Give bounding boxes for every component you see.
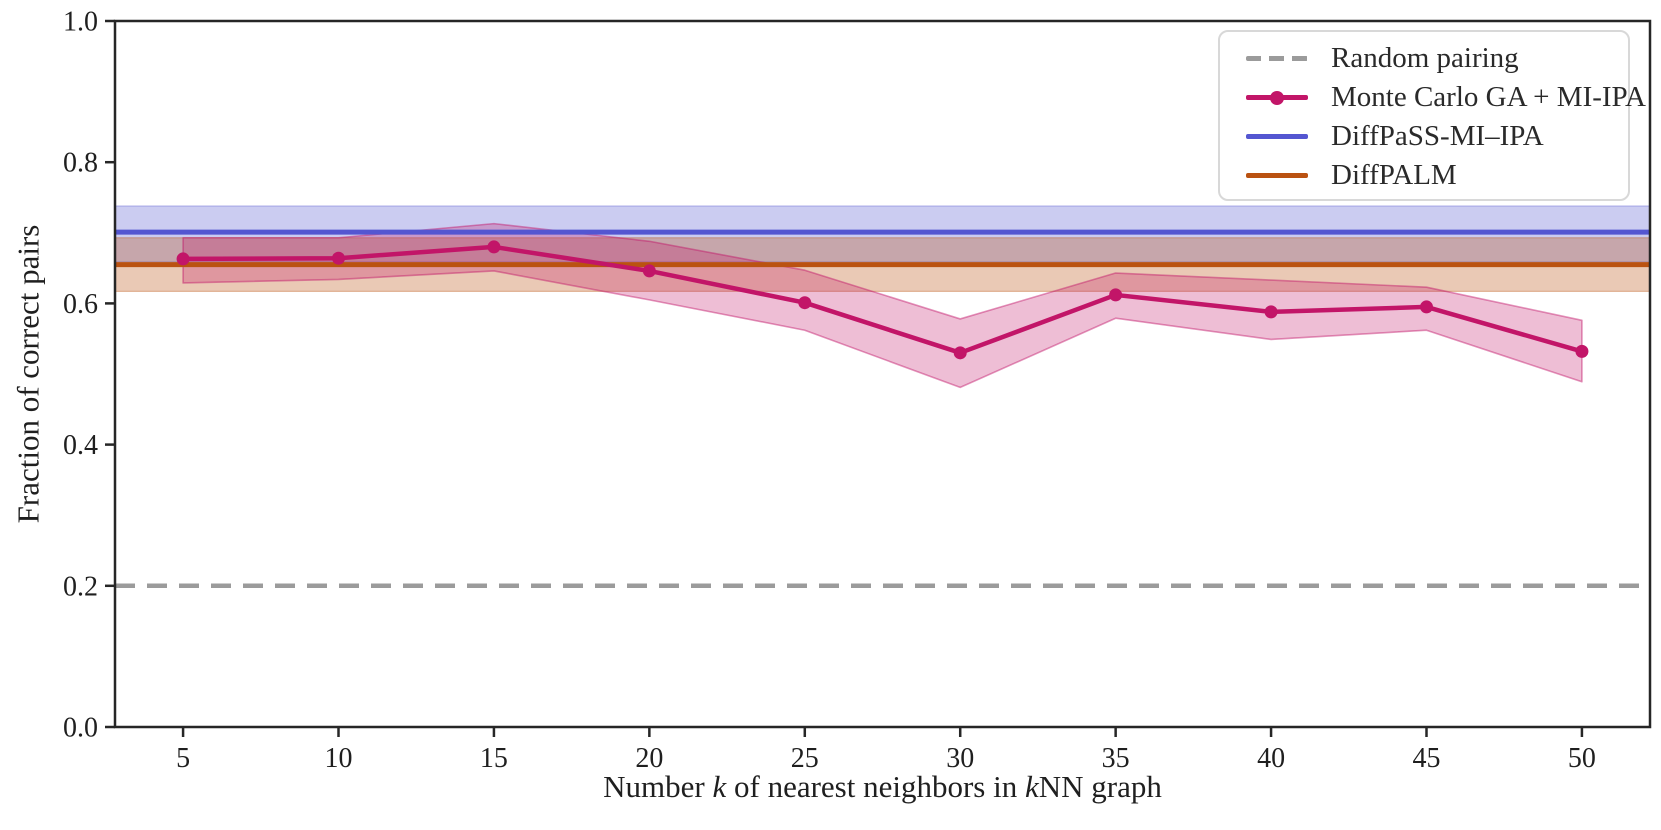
legend-label: Monte Carlo GA + MI-IPA xyxy=(1331,81,1646,113)
monte-carlo-ga-mi-ipa-point xyxy=(332,251,346,265)
legend: Random pairing Monte Carlo GA + MI-IPA D… xyxy=(1218,30,1646,201)
legend-entry-monte-carlo: Monte Carlo GA + MI-IPA xyxy=(1220,78,1646,117)
x-tick-label: 30 xyxy=(946,743,974,774)
x-tick-label: 25 xyxy=(791,743,819,774)
axes-spines xyxy=(113,19,1652,729)
monte-carlo-ga-mi-ipa-line xyxy=(180,244,1585,356)
line-sample xyxy=(1246,134,1308,139)
x-axis-title-text: NN graph xyxy=(1038,769,1162,804)
monte-carlo-ga-mi-ipa-point xyxy=(1575,344,1589,358)
x-tick-label: 45 xyxy=(1412,743,1440,774)
monte-carlo-ga-mi-ipa-point xyxy=(1419,300,1433,314)
monte-carlo-ga-mi-ipa-point xyxy=(176,252,190,266)
x-axis-title-italic-k: k xyxy=(712,769,727,804)
legend-entry-random-pairing: Random pairing xyxy=(1220,39,1628,78)
y-tick-label: 0.8 xyxy=(63,148,98,179)
x-axis-title-text: of nearest neighbors in xyxy=(726,769,1025,804)
x-axis-title: Number k of nearest neighbors in kNN gra… xyxy=(115,769,1650,805)
monte-carlo-ga-mi-ipa-point xyxy=(798,296,812,310)
monte-carlo-ga-mi-ipa-point xyxy=(953,346,967,360)
x-axis-title-text: Number xyxy=(603,769,713,804)
monte-carlo-ga-mi-ipa-point xyxy=(1264,305,1278,319)
x-tick-label: 50 xyxy=(1568,743,1596,774)
legend-label: DiffPALM xyxy=(1331,159,1457,191)
x-tick-label: 15 xyxy=(480,743,508,774)
y-tick-label: 0.4 xyxy=(63,430,98,461)
legend-label: DiffPaSS-MI–IPA xyxy=(1331,120,1544,152)
y-tick-label: 1.0 xyxy=(63,7,98,38)
legend-entry-diffpass: DiffPaSS-MI–IPA xyxy=(1220,117,1628,156)
y-tick-label: 0.0 xyxy=(63,713,98,744)
y-tick-label: 0.6 xyxy=(63,289,98,320)
x-axis-title-italic-k: k xyxy=(1024,769,1039,804)
x-tick-label: 35 xyxy=(1102,743,1130,774)
legend-marker-dot xyxy=(1270,90,1284,105)
x-tick-label: 20 xyxy=(635,743,663,774)
dashed-line-sample xyxy=(1246,56,1308,61)
monte-carlo-ga-mi-ipa-point xyxy=(1109,288,1123,302)
legend-label: Random pairing xyxy=(1331,42,1519,74)
x-tick-label: 10 xyxy=(325,743,353,774)
legend-entry-diffpalm: DiffPALM xyxy=(1220,156,1628,195)
line-marker-sample xyxy=(1246,90,1308,105)
x-tick-label: 5 xyxy=(176,743,190,774)
x-tick-label: 40 xyxy=(1257,743,1285,774)
monte-carlo-ga-mi-ipa-point xyxy=(642,264,656,278)
monte-carlo-ga-mi-ipa-point xyxy=(487,240,501,254)
y-tick-label: 0.2 xyxy=(63,571,98,602)
y-axis-title: Fraction of correct pairs xyxy=(10,224,45,524)
line-sample xyxy=(1246,173,1308,178)
y-axis-title-box: Fraction of correct pairs xyxy=(4,21,52,727)
